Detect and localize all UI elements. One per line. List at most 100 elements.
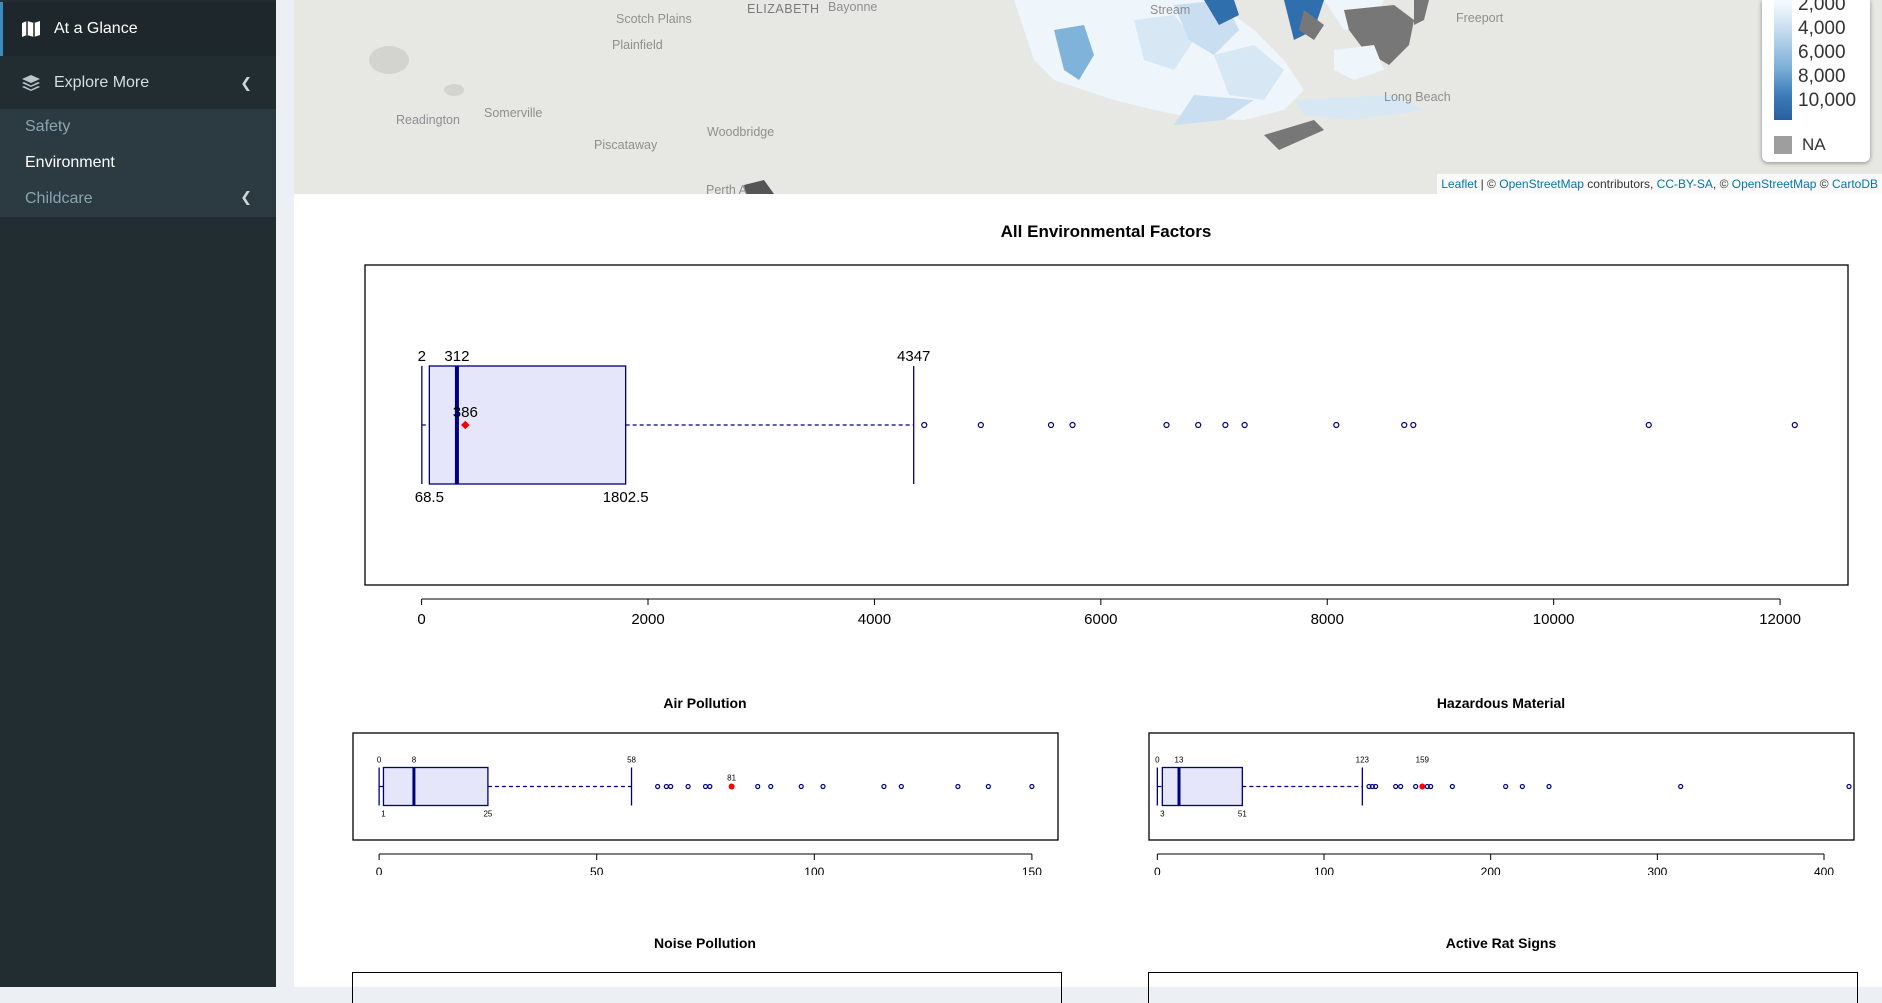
outlier-point — [1222, 421, 1229, 429]
sidebar: At a Glance Explore More ❮ Safety Enviro… — [0, 0, 279, 987]
cc-by-sa-link[interactable]: CC-BY-SA — [1656, 177, 1713, 191]
value-label: 3 — [1160, 810, 1165, 819]
sidebar-item-environment[interactable]: Environment — [25, 154, 115, 171]
boxplot-noise-pollution — [352, 972, 1062, 1003]
sidebar-item-childcare[interactable]: Childcare — [25, 190, 93, 207]
map-shapes — [369, 0, 1882, 194]
outlier-point — [1163, 421, 1170, 429]
chart-title: Active Rat Signs — [1445, 935, 1557, 951]
mean-point — [461, 420, 470, 430]
plot-frame — [1148, 732, 1855, 841]
attribution-text: , © — [1712, 177, 1732, 191]
value-label: 2 — [418, 348, 426, 365]
outlier-point — [1195, 421, 1202, 429]
chart-title: Hazardous Material — [1436, 695, 1566, 711]
x-tick-label: 4000 — [858, 611, 891, 628]
choropleth-map[interactable]: Scotch Plains ELIZABETH Bayonne Plainfie… — [294, 0, 1882, 194]
iqr-box — [1161, 766, 1243, 807]
leaflet-link[interactable]: Leaflet — [1441, 177, 1478, 191]
openstreetmap-link[interactable]: OpenStreetMap — [1731, 177, 1817, 191]
outlier-point — [707, 783, 713, 790]
x-tick-label: 0 — [1154, 865, 1161, 875]
outlier-point — [985, 783, 991, 790]
chart-title: Air Pollution — [663, 695, 747, 711]
map-place-label: Scotch Plains — [616, 12, 692, 26]
plot-frame — [364, 264, 1849, 586]
outlier-point — [1449, 783, 1455, 790]
x-tick-label: 50 — [590, 865, 604, 875]
outlier-point — [1645, 421, 1652, 429]
x-tick-label: 0 — [417, 611, 425, 628]
map-place-label: Somerville — [484, 106, 543, 120]
legend-tick: 4,000 — [1798, 18, 1846, 39]
value-label: 13 — [1175, 756, 1184, 765]
outlier-point — [1373, 783, 1379, 790]
outlier-point — [1424, 783, 1430, 790]
outlier-point — [1413, 783, 1419, 790]
outlier-point — [1846, 783, 1852, 790]
value-label: 58 — [627, 756, 636, 765]
outlier-point — [1047, 421, 1055, 429]
highlight-point — [1419, 783, 1426, 790]
outlier-point — [1401, 421, 1408, 429]
chart-title: All Environmental Factors — [1000, 222, 1212, 241]
x-tick-label: 0 — [376, 865, 383, 875]
map-attribution: Leaflet | © OpenStreetMap contributors, … — [1437, 174, 1882, 194]
legend-na-label: NA — [1802, 135, 1826, 154]
iqr-box — [382, 766, 489, 807]
outlier-point — [768, 783, 774, 790]
x-tick-label: 8000 — [1311, 611, 1344, 628]
outlier-point — [1503, 783, 1509, 790]
sidebar-item-safety[interactable]: Safety — [25, 118, 71, 135]
outlier-point — [1369, 783, 1375, 790]
openstreetmap-link[interactable]: OpenStreetMap — [1499, 177, 1584, 191]
content-gutter — [276, 0, 294, 987]
value-label: 312 — [444, 348, 469, 365]
cartodb-link[interactable]: CartoDB — [1831, 177, 1878, 191]
outlier-point — [1333, 421, 1340, 429]
x-tick-label: 12000 — [1759, 611, 1801, 628]
legend-tick: 8,000 — [1798, 66, 1846, 87]
map-place-label: Long Beach — [1384, 90, 1451, 104]
x-tick-label: 2000 — [631, 611, 664, 628]
legend-tick: 2,000 — [1798, 0, 1846, 15]
map-place-label: Plainfield — [612, 38, 663, 52]
map-icon — [20, 20, 42, 38]
boxplot-active-rat-signs — [1148, 972, 1858, 1003]
outlier-point — [1241, 421, 1248, 429]
plot-frame — [352, 732, 1059, 841]
value-label: 8 — [412, 756, 417, 765]
sidebar-item-at-a-glance[interactable]: At a Glance — [0, 2, 279, 56]
x-tick-label: 100 — [1314, 865, 1334, 875]
chart-title: Noise Pollution — [654, 935, 756, 951]
highlight-label: 81 — [727, 774, 736, 783]
outlier-point — [1428, 783, 1434, 790]
submenu: Safety Environment Childcare ❮ — [0, 109, 276, 217]
outlier-point — [820, 783, 826, 790]
value-label: 4347 — [897, 348, 930, 365]
outlier-point — [1546, 783, 1552, 790]
layers-icon — [20, 74, 42, 92]
outlier-point — [702, 783, 709, 790]
value-label: 25 — [483, 810, 492, 819]
chevron-left-icon: ❮ — [240, 74, 252, 91]
outlier-point — [655, 783, 661, 790]
outlier-point — [755, 783, 761, 790]
value-label: 68.5 — [415, 489, 444, 506]
outlier-point — [663, 783, 669, 790]
outlier-point — [1678, 783, 1684, 790]
outlier-point — [977, 421, 984, 429]
attribution-text: contributors, — [1583, 177, 1657, 191]
value-label: 0 — [1155, 756, 1160, 765]
map-place-label: ELIZABETH — [747, 2, 820, 16]
map-legend: 2,000 4,000 6,000 8,000 10,000 NA — [1762, 0, 1870, 162]
sidebar-item-label: Explore More — [54, 74, 150, 91]
sidebar-item-explore-more[interactable]: Explore More ❮ — [0, 56, 276, 110]
x-tick-label: 100 — [804, 865, 824, 875]
chevron-left-icon: ❮ — [240, 188, 252, 205]
x-tick-label: 6000 — [1084, 611, 1117, 628]
outlier-point — [1791, 421, 1798, 429]
legend-color-scale — [1774, 0, 1792, 120]
outlier-point — [1366, 783, 1372, 790]
map-place-label: Woodbridge — [707, 125, 775, 139]
